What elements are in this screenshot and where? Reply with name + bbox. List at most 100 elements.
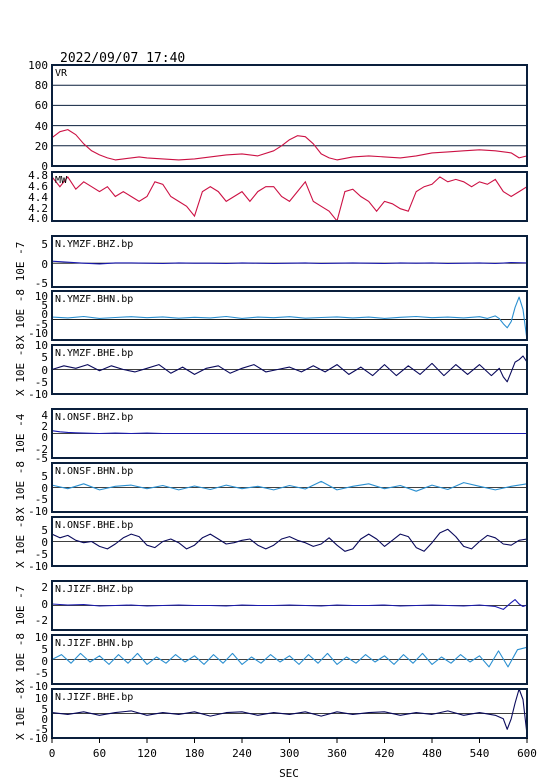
- y-tick-label: 0: [41, 364, 48, 377]
- y-tick-label: 5: [41, 470, 48, 483]
- y-tick-label: 4.8: [28, 169, 48, 182]
- y-tick-label: 0: [41, 482, 48, 495]
- y-tick-label: -5: [35, 452, 48, 465]
- panel-frame: [51, 580, 528, 631]
- series-line: [51, 175, 528, 223]
- x-tick-label: 300: [280, 747, 300, 760]
- y-tick-label: 4.0: [28, 212, 48, 225]
- y-tick-label: 2: [41, 581, 48, 594]
- y-tick-label: 10: [35, 339, 48, 352]
- panel-label: N.YMZF.BHE.bp: [55, 348, 133, 359]
- y-tick-label: 5: [41, 238, 48, 251]
- x-tick-label: 240: [232, 747, 252, 760]
- series-line: [51, 355, 528, 383]
- y-tick-label: 4: [41, 409, 48, 422]
- y-axis-label: X 10E -8: [14, 687, 27, 740]
- series-line: [51, 599, 528, 610]
- y-tick-label: 0: [41, 655, 48, 668]
- y-tick-label: 20: [35, 140, 48, 153]
- y-axis-label: 10E -4: [14, 413, 27, 453]
- y-tick-label: -10: [28, 680, 48, 693]
- panel-label: N.YMZF.BHZ.bp: [55, 239, 133, 250]
- y-tick-label: -2: [35, 443, 48, 456]
- y-tick-label: 60: [35, 99, 48, 112]
- panel-label: N.JIZF.BHZ.bp: [55, 584, 133, 595]
- panel-5: N.ONSF.BHZ.bp 420-2-5 10E -4: [14, 408, 528, 465]
- y-tick-label: -5: [35, 318, 48, 331]
- x-tick-label: 540: [470, 747, 490, 760]
- panel-6: N.ONSF.BHN.bp 50-5-10X 10E -8: [14, 461, 528, 518]
- y-tick-label: -10: [28, 560, 48, 573]
- panel-frame: [51, 344, 528, 395]
- y-tick-label: 0: [41, 713, 48, 726]
- y-tick-label: 5: [41, 524, 48, 537]
- series-line: [51, 688, 528, 735]
- panel-label: N.JIZF.BHE.bp: [55, 692, 133, 703]
- panel-label: N.JIZF.BHN.bp: [55, 638, 133, 649]
- y-axis-label: 10E -7: [14, 242, 27, 282]
- panel-frame: [51, 516, 528, 567]
- x-tick-label: 60: [93, 747, 106, 760]
- series-line: [51, 480, 528, 492]
- y-axis-label: X 10E -8: [14, 343, 27, 396]
- panel-7: N.ONSF.BHE.bp 50-5-10X 10E -8: [14, 515, 528, 573]
- x-tick-label: 120: [137, 747, 157, 760]
- y-axis-label: X 10E -8: [14, 461, 27, 514]
- y-tick-label: -10: [28, 388, 48, 401]
- panel-frame: [51, 462, 528, 513]
- x-tick-label: 360: [327, 747, 347, 760]
- panel-1: MW 4.84.64.44.24.0: [28, 169, 528, 225]
- panel-frame: [51, 64, 528, 167]
- panel-label: MW: [55, 175, 68, 186]
- y-tick-label: -5: [35, 493, 48, 506]
- series-line: [51, 296, 528, 341]
- panel-frame: [51, 171, 528, 222]
- y-tick-label: 40: [35, 120, 48, 133]
- y-tick-label: -5: [35, 667, 48, 680]
- series-line: [51, 430, 527, 435]
- panel-label: N.ONSF.BHE.bp: [55, 520, 133, 531]
- y-tick-label: 10: [35, 692, 48, 705]
- x-tick-label: 480: [422, 747, 442, 760]
- y-tick-label: -10: [28, 732, 48, 745]
- panel-frame: [51, 290, 528, 341]
- y-tick-label: 10: [35, 290, 48, 303]
- x-axis-label: SEC: [279, 767, 299, 780]
- y-tick-label: -10: [28, 505, 48, 518]
- y-tick-label: 4.6: [28, 180, 48, 193]
- y-axis-label: 10E -7: [14, 586, 27, 626]
- y-tick-label: -5: [35, 548, 48, 561]
- y-tick-label: -5: [35, 277, 48, 290]
- x-axis: 0 60 120 180 240 300 360 420 480 540 600: [49, 738, 537, 760]
- y-tick-label: 0: [41, 308, 48, 321]
- y-axis-label: X 10E -8: [14, 515, 27, 568]
- y-tick-label: -2: [35, 614, 48, 627]
- x-tick-label: 600: [517, 747, 537, 760]
- panel-8: N.JIZF.BHZ.bp 2 0 -2 10E -7: [14, 580, 528, 631]
- panels: VR100806040200MW4.84.64.44.24.0N.YMZF.BH…: [14, 59, 528, 745]
- y-tick-label: 4.2: [28, 202, 48, 215]
- y-tick-label: 5: [41, 703, 48, 716]
- panel-label: VR: [55, 68, 68, 79]
- y-tick-label: 0: [41, 258, 48, 271]
- y-tick-label: -5: [35, 376, 48, 389]
- x-tick-label: 420: [375, 747, 395, 760]
- y-axis-label: X 10E -8: [14, 289, 27, 342]
- panel-frame: [51, 634, 528, 685]
- panel-label: N.ONSF.BHN.bp: [55, 466, 133, 477]
- y-tick-label: 80: [35, 79, 48, 92]
- series-line: [51, 646, 528, 668]
- series-line: [51, 129, 528, 161]
- y-tick-label: 100: [28, 59, 48, 72]
- panel-label: N.ONSF.BHZ.bp: [55, 412, 133, 423]
- panel-frame: [51, 235, 528, 288]
- panel-label: N.YMZF.BHN.bp: [55, 294, 133, 305]
- y-tick-label: 0: [41, 431, 48, 444]
- y-tick-label: 2: [41, 420, 48, 433]
- datetime-header: 2022/09/07 17:40: [60, 51, 185, 66]
